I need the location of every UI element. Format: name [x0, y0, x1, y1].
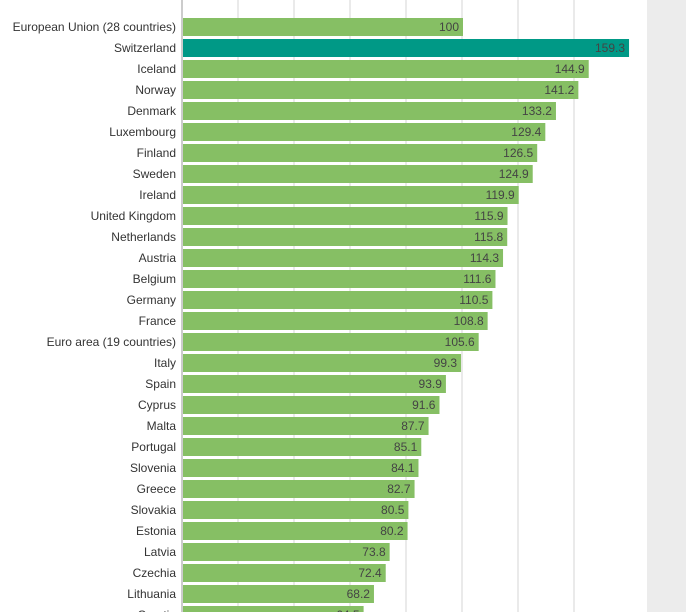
bar[interactable]: [183, 144, 538, 162]
category-label: Czechia: [133, 566, 177, 580]
bar[interactable]: [183, 186, 519, 204]
bar[interactable]: [183, 270, 496, 288]
bar-value-label: 141.2: [544, 83, 574, 97]
category-label: Lithuania: [127, 587, 176, 601]
bar[interactable]: [183, 249, 504, 267]
category-label: Slovakia: [131, 503, 177, 517]
category-label: Croatia: [137, 608, 176, 612]
bar[interactable]: [183, 39, 630, 57]
bar-value-label: 144.9: [555, 62, 585, 76]
bar[interactable]: [183, 543, 390, 561]
category-label: Slovenia: [130, 461, 176, 475]
bar[interactable]: [183, 585, 374, 603]
bar-value-label: 133.2: [522, 104, 552, 118]
bar[interactable]: [183, 396, 440, 414]
bar-value-label: 93.9: [419, 377, 443, 391]
bar[interactable]: [183, 60, 589, 78]
bar-value-label: 82.7: [387, 482, 411, 496]
category-label: Estonia: [136, 524, 176, 538]
category-label: Ireland: [139, 188, 176, 202]
bar[interactable]: [183, 123, 546, 141]
bar-value-label: 126.5: [503, 146, 533, 160]
bar-value-label: 99.3: [434, 356, 458, 370]
bar-value-label: 124.9: [499, 167, 529, 181]
bar-value-label: 108.8: [454, 314, 484, 328]
category-label: Latvia: [144, 545, 176, 559]
bar[interactable]: [183, 459, 419, 477]
category-label: Spain: [145, 377, 176, 391]
category-label: Euro area (19 countries): [47, 335, 176, 349]
side-panel: [647, 0, 686, 612]
category-label: Iceland: [137, 62, 176, 76]
category-label: United Kingdom: [91, 209, 176, 223]
category-label: Netherlands: [111, 230, 176, 244]
category-label: Sweden: [133, 167, 176, 181]
bar[interactable]: [183, 417, 429, 435]
bar[interactable]: [183, 312, 488, 330]
category-label: Norway: [135, 83, 176, 97]
bar-value-label: 115.9: [474, 209, 503, 223]
bar[interactable]: [183, 165, 533, 183]
bar-value-label: 111.6: [463, 272, 492, 286]
bar-value-label: 159.3: [595, 41, 625, 55]
bar-value-label: 91.6: [412, 398, 436, 412]
bar-value-label: 115.8: [474, 230, 503, 244]
bar[interactable]: [183, 102, 556, 120]
bar-value-label: 87.7: [401, 419, 425, 433]
bar-value-label: 64.5: [336, 608, 360, 612]
bar-value-label: 110.5: [459, 293, 488, 307]
bar-value-label: 72.4: [358, 566, 382, 580]
category-label: Portugal: [131, 440, 176, 454]
bar-value-label: 68.2: [347, 587, 371, 601]
bar-value-label: 119.9: [486, 188, 515, 202]
category-label: Denmark: [127, 104, 177, 118]
bar-chart: 020406080100120140European Union (28 cou…: [13, 0, 630, 612]
category-label: Luxembourg: [109, 125, 176, 139]
bar[interactable]: [183, 480, 415, 498]
category-label: European Union (28 countries): [13, 20, 176, 34]
bar[interactable]: [183, 81, 579, 99]
bar-value-label: 84.1: [391, 461, 415, 475]
bar[interactable]: [183, 522, 408, 540]
category-label: Cyprus: [138, 398, 176, 412]
category-label: Greece: [137, 482, 177, 496]
bar-value-label: 129.4: [511, 125, 541, 139]
bar[interactable]: [183, 207, 508, 225]
bar[interactable]: [183, 606, 364, 612]
category-label: Germany: [127, 293, 176, 307]
bar[interactable]: [183, 18, 463, 36]
bar[interactable]: [183, 291, 493, 309]
bar-value-label: 114.3: [470, 251, 499, 265]
category-label: Malta: [147, 419, 177, 433]
bar-value-label: 73.8: [362, 545, 386, 559]
bar-value-label: 105.6: [445, 335, 475, 349]
bar[interactable]: [183, 354, 462, 372]
bar[interactable]: [183, 501, 409, 519]
bar-value-label: 85.1: [394, 440, 418, 454]
bar-value-label: 80.5: [381, 503, 405, 517]
bar[interactable]: [183, 375, 446, 393]
category-label: France: [139, 314, 177, 328]
bar-value-label: 80.2: [380, 524, 404, 538]
bar[interactable]: [183, 564, 386, 582]
bar[interactable]: [183, 228, 508, 246]
category-label: Switzerland: [114, 41, 176, 55]
category-label: Belgium: [133, 272, 176, 286]
category-label: Italy: [154, 356, 176, 370]
bar[interactable]: [183, 438, 422, 456]
bar[interactable]: [183, 333, 479, 351]
category-label: Finland: [137, 146, 176, 160]
bar-value-label: 100: [439, 20, 459, 34]
category-label: Austria: [139, 251, 177, 265]
